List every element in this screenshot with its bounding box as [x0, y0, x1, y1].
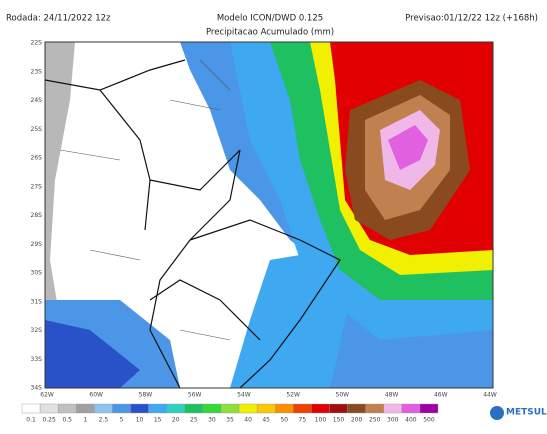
legend-label: 0.25 — [42, 417, 56, 424]
lat-label: 32S — [31, 327, 43, 334]
color-box — [256, 403, 276, 414]
color-box — [365, 403, 384, 414]
color-box — [130, 403, 149, 414]
color-box — [57, 403, 77, 414]
color-box — [238, 403, 258, 414]
map — [44, 41, 494, 389]
color-box — [383, 403, 403, 414]
legend-label: 300 — [387, 417, 399, 424]
color-box — [311, 403, 330, 414]
legend-label: 1 — [83, 417, 87, 424]
subtitle: Precipitacao Acumulado (mm) — [206, 28, 334, 38]
lon-label: 44W — [483, 392, 497, 399]
lat-label: 30S — [31, 270, 43, 277]
color-box — [184, 403, 204, 414]
color-box — [293, 403, 312, 414]
color-box — [220, 403, 240, 414]
color-box — [329, 403, 348, 414]
lat-label: 25S — [31, 126, 43, 133]
color-box — [94, 403, 113, 414]
legend-label: 0.1 — [26, 417, 36, 424]
color-box — [347, 403, 366, 414]
lat-label: 31S — [31, 298, 43, 305]
legend-label: 20 — [172, 417, 180, 424]
forecast-time: Previsao:01/12/22 12z (+168h) — [405, 14, 538, 24]
lat-label: 22S — [31, 40, 43, 47]
legend-label: 5 — [120, 417, 124, 424]
legend-label: 35 — [226, 417, 234, 424]
color-box — [76, 403, 95, 414]
lat-label: 24S — [31, 97, 43, 104]
legend-label: 2.5 — [99, 417, 109, 424]
color-box — [39, 403, 59, 414]
lat-label: 23S — [31, 68, 43, 75]
lon-label: 56W — [188, 392, 202, 399]
lon-label: 46W — [434, 392, 448, 399]
lat-label: 34S — [31, 385, 43, 392]
legend-label: 45 — [262, 417, 270, 424]
color-box — [21, 403, 41, 414]
legend-label: 100 — [315, 417, 327, 424]
legend-label: 75 — [299, 417, 307, 424]
legend-label: 15 — [154, 417, 162, 424]
color-box — [112, 403, 131, 414]
lon-label: 52W — [286, 392, 300, 399]
legend-label: 0.5 — [62, 417, 72, 424]
legend-label: 40 — [244, 417, 252, 424]
lon-label: 54W — [237, 392, 251, 399]
legend-label: 25 — [190, 417, 198, 424]
model: Modelo ICON/DWD 0.125 — [217, 14, 323, 24]
legend-label: 30 — [208, 417, 216, 424]
logo-text: METSUL — [506, 408, 547, 418]
color-box — [419, 403, 439, 414]
lon-label: 58W — [139, 392, 153, 399]
color-box — [202, 403, 222, 414]
color-box — [166, 403, 185, 414]
logo: METSUL — [490, 406, 547, 420]
color-box — [148, 403, 167, 414]
lon-label: 60W — [89, 392, 103, 399]
lat-label: 28S — [31, 212, 43, 219]
lat-label: 29S — [31, 241, 43, 248]
lat-label: 26S — [31, 155, 43, 162]
lat-label: 27S — [31, 183, 43, 190]
legend-label: 200 — [351, 417, 363, 424]
legend-label: 500 — [423, 417, 435, 424]
lon-label: 62W — [40, 392, 54, 399]
legend-label: 150 — [333, 417, 345, 424]
lat-label: 33S — [31, 356, 43, 363]
lon-label: 48W — [385, 392, 399, 399]
legend-label: 400 — [405, 417, 417, 424]
legend-label: 250 — [369, 417, 381, 424]
run-time: Rodada: 24/11/2022 12z — [6, 14, 111, 24]
color-box — [401, 403, 421, 414]
legend-label: 10 — [136, 417, 144, 424]
legend-label: 50 — [280, 417, 288, 424]
lon-label: 50W — [336, 392, 350, 399]
color-box — [275, 403, 294, 414]
